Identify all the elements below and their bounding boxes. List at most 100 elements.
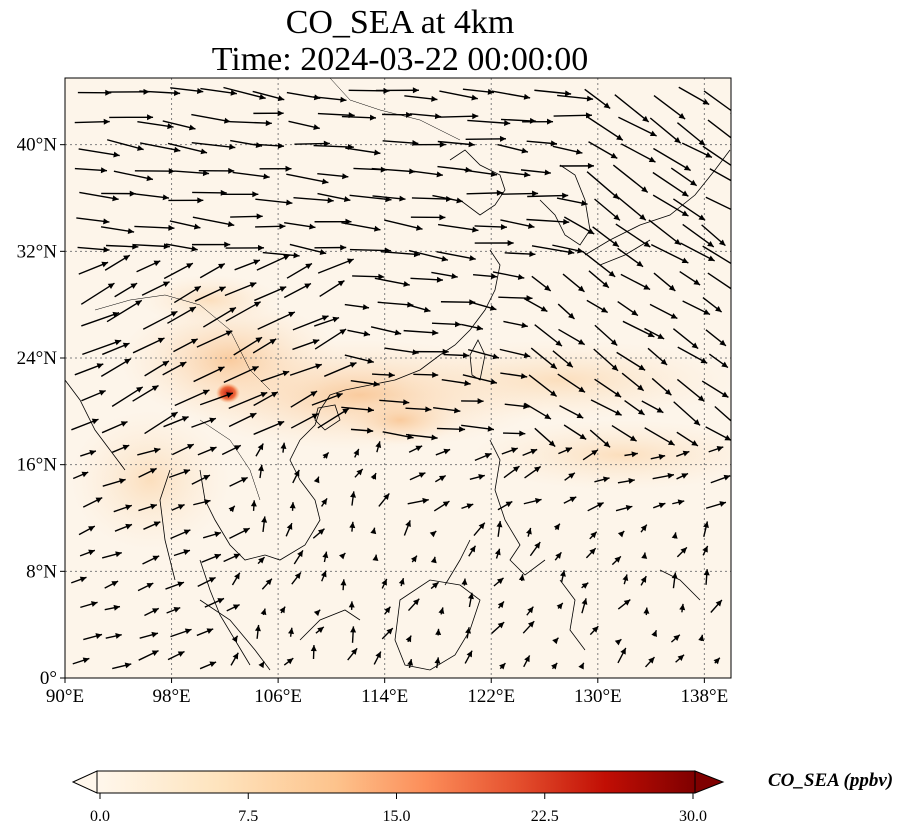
wind-arrow bbox=[373, 651, 382, 665]
wind-arrow bbox=[520, 169, 551, 176]
wind-arrow bbox=[377, 301, 414, 308]
wind-arrow bbox=[653, 272, 676, 292]
wind-arrow bbox=[491, 90, 531, 100]
wind-arrow bbox=[528, 374, 558, 397]
wind-arrow bbox=[497, 143, 529, 154]
wind-arrow bbox=[191, 241, 231, 248]
wind-arrow bbox=[234, 259, 261, 271]
wind-arrow bbox=[230, 652, 239, 666]
wind-arrow bbox=[163, 416, 189, 428]
wind-arrow bbox=[289, 363, 323, 376]
wind-arrow bbox=[702, 545, 709, 556]
wind-arrow bbox=[676, 122, 706, 146]
wind-arrow bbox=[104, 580, 119, 589]
wind-arrow bbox=[144, 360, 170, 377]
wind-arrow bbox=[231, 635, 239, 643]
wind-arrow bbox=[104, 604, 121, 611]
wind-arrow bbox=[437, 223, 479, 233]
wind-arrow bbox=[398, 577, 405, 587]
wind-arrow bbox=[132, 337, 165, 354]
wind-arrow bbox=[106, 139, 144, 151]
wind-arrow bbox=[382, 111, 413, 118]
wind-arrow bbox=[163, 262, 194, 280]
wind-arrow bbox=[474, 452, 492, 462]
wind-arrow bbox=[192, 216, 235, 228]
wind-arrow bbox=[497, 500, 513, 511]
wind-arrow bbox=[139, 90, 181, 97]
wind-arrow bbox=[201, 553, 222, 563]
wind-arrow bbox=[493, 577, 504, 587]
wind-arrow bbox=[191, 113, 231, 124]
wind-arrow bbox=[534, 427, 556, 448]
wind-arrow bbox=[437, 140, 475, 148]
wind-arrow bbox=[78, 525, 96, 536]
wind-arrow bbox=[593, 348, 619, 372]
wind-arrow bbox=[137, 582, 154, 592]
lat-tick-label: 16°N bbox=[17, 455, 58, 476]
wind-arrow bbox=[252, 90, 285, 102]
wind-arrow bbox=[614, 638, 622, 646]
wind-arrow bbox=[312, 528, 325, 539]
wind-arrow bbox=[581, 582, 589, 589]
wind-arrow bbox=[649, 303, 678, 320]
wind-arrow bbox=[503, 430, 526, 437]
wind-arrow bbox=[612, 164, 649, 193]
wind-arrow bbox=[260, 608, 267, 616]
map-panel bbox=[65, 78, 731, 678]
wind-arrow bbox=[191, 474, 211, 485]
wind-arrow bbox=[196, 628, 214, 637]
wind-arrow bbox=[106, 299, 143, 323]
wind-arrow bbox=[617, 300, 639, 317]
wind-arrow bbox=[578, 662, 585, 670]
wind-arrow bbox=[469, 474, 485, 481]
wind-arrow bbox=[384, 219, 423, 231]
wind-arrow bbox=[252, 338, 277, 354]
wind-arrow bbox=[340, 579, 347, 591]
wind-arrow bbox=[430, 556, 437, 564]
wind-arrow bbox=[174, 389, 210, 407]
wind-arrow bbox=[647, 347, 668, 366]
wind-arrow bbox=[167, 306, 197, 324]
wind-arrow bbox=[171, 503, 185, 511]
lon-tick-label: 138°E bbox=[681, 686, 729, 707]
wind-arrow bbox=[682, 223, 715, 248]
wind-arrow bbox=[102, 478, 126, 487]
wind-arrow bbox=[74, 118, 110, 125]
wind-arrow bbox=[581, 598, 588, 614]
wind-arrow bbox=[141, 281, 170, 296]
lon-tick-label: 90°E bbox=[46, 686, 84, 707]
lon-tick-label: 122°E bbox=[467, 686, 515, 707]
wind-arrow bbox=[197, 576, 216, 587]
wind-arrow bbox=[350, 491, 357, 506]
wind-arrow bbox=[617, 530, 625, 538]
wind-arrow bbox=[498, 295, 533, 302]
wind-arrow bbox=[622, 574, 629, 585]
wind-arrow bbox=[80, 601, 98, 609]
wind-arrow bbox=[222, 191, 259, 198]
wind-arrow bbox=[587, 501, 604, 512]
wind-arrow bbox=[345, 147, 381, 156]
wind-arrow bbox=[138, 650, 159, 661]
wind-arrow bbox=[461, 323, 484, 331]
colorbar-extend-low bbox=[71, 770, 98, 794]
wind-arrow bbox=[113, 504, 133, 513]
wind-arrow bbox=[100, 358, 132, 378]
wind-arrow bbox=[288, 627, 294, 637]
wind-arrow bbox=[640, 575, 647, 586]
wind-arrow bbox=[192, 189, 227, 196]
wind-arrow bbox=[408, 445, 423, 453]
wind-arrow bbox=[314, 244, 347, 251]
wind-arrow bbox=[501, 447, 518, 455]
wind-arrow bbox=[74, 363, 104, 376]
wind-arrow bbox=[524, 465, 542, 479]
wind-arrow bbox=[407, 497, 429, 505]
wind-arrow bbox=[384, 606, 391, 615]
wind-arrow bbox=[144, 411, 178, 435]
wind-arrow bbox=[114, 523, 133, 532]
wind-arrow bbox=[462, 88, 495, 95]
wind-arrow bbox=[432, 194, 463, 204]
wind-arrow bbox=[438, 607, 445, 615]
wind-arrow bbox=[527, 192, 569, 199]
wind-arrow bbox=[461, 503, 474, 510]
wind-arrow bbox=[71, 576, 87, 584]
